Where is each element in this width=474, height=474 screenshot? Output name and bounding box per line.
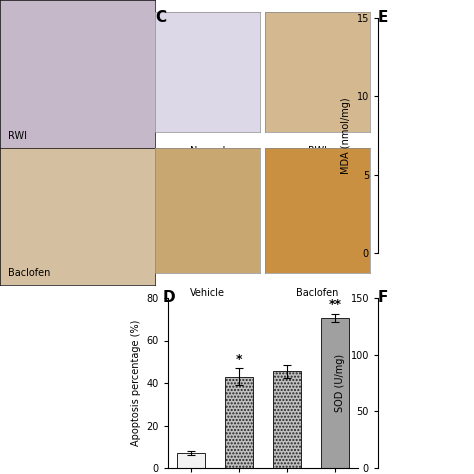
Bar [225, 377, 254, 468]
Text: Normal: Normal [190, 146, 225, 156]
Text: *: * [236, 353, 242, 365]
Bar [273, 371, 301, 468]
Text: F: F [378, 290, 388, 305]
Text: Vehicle: Vehicle [190, 288, 225, 298]
Text: C: C [155, 10, 166, 25]
Bar [177, 453, 205, 468]
Text: Baclofen: Baclofen [8, 268, 50, 278]
Text: **: ** [328, 299, 341, 311]
Bar [320, 318, 349, 468]
Text: Baclofen: Baclofen [296, 288, 339, 298]
Y-axis label: Apoptosis percentage (%): Apoptosis percentage (%) [131, 320, 141, 446]
Text: RWI: RWI [8, 131, 27, 141]
Text: D: D [163, 290, 176, 305]
Text: RWI: RWI [308, 146, 327, 156]
Y-axis label: MDA (nmol/mg): MDA (nmol/mg) [341, 97, 351, 174]
Y-axis label: SOD (U/mg): SOD (U/mg) [335, 354, 345, 412]
Text: E: E [378, 10, 388, 25]
